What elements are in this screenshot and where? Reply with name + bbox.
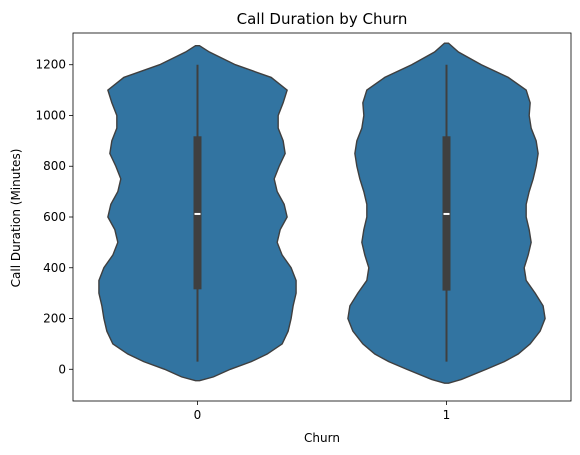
y-axis-ticks: 0 200 400 600 800 1000 1200	[35, 58, 73, 376]
y-tick-label: 400	[43, 261, 66, 275]
violin-iqr-box-0	[193, 136, 202, 290]
y-tick-label: 800	[43, 159, 66, 173]
plot-frame	[72, 32, 572, 402]
chart-title: Call Duration by Churn	[237, 10, 408, 28]
y-tick-label: 200	[43, 312, 66, 326]
x-axis-label: Churn	[304, 431, 340, 445]
y-tick-label: 1000	[35, 108, 66, 122]
x-tick-label: 0	[194, 408, 202, 422]
x-tick-label: 1	[443, 408, 451, 422]
y-tick-label: 600	[43, 210, 66, 224]
y-tick-label: 1200	[35, 58, 66, 72]
y-axis-label: Call Duration (Minutes)	[9, 149, 23, 288]
y-tick-label: 0	[58, 362, 66, 376]
violins	[98, 42, 546, 384]
